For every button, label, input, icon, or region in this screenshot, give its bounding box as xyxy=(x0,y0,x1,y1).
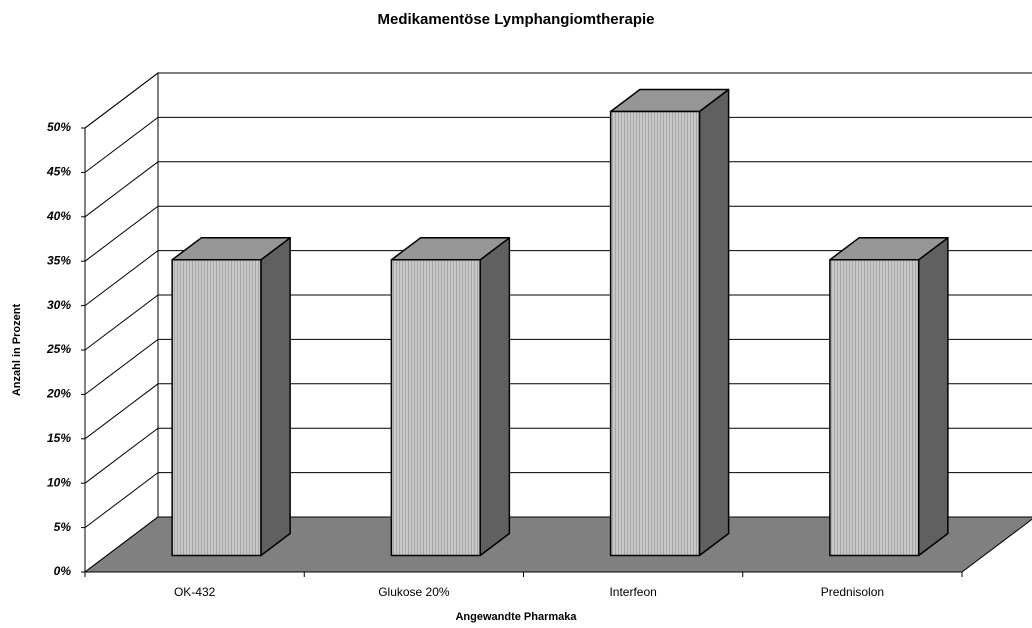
y-tick-label: 5% xyxy=(54,520,72,534)
x-tick-label: Prednisolon xyxy=(821,585,884,599)
grid-line xyxy=(84,72,1032,129)
bar-side xyxy=(260,237,291,557)
bar xyxy=(171,259,262,557)
grid-line xyxy=(84,427,1032,484)
y-tick-label: 15% xyxy=(47,431,71,445)
grid-line xyxy=(84,250,1032,306)
x-axis-label: Angewandte Pharmaka xyxy=(455,611,577,623)
y-tick-label: 35% xyxy=(47,253,71,267)
x-tick-label: Interfeon xyxy=(609,585,656,599)
grid-line xyxy=(84,383,1032,440)
y-tick-label: 40% xyxy=(46,209,71,223)
grid-line xyxy=(84,116,1032,173)
x-tick-label: OK-432 xyxy=(174,585,216,599)
y-tick-label: 30% xyxy=(47,298,71,312)
y-tick-label: 50% xyxy=(47,120,71,134)
bar xyxy=(390,259,481,557)
y-tick-label: 0% xyxy=(54,564,72,578)
bar-side xyxy=(917,237,949,557)
y-tick-label: 25% xyxy=(46,342,71,356)
y-axis-label: Anzahl in Prozent xyxy=(11,304,23,397)
grid-line xyxy=(84,205,1032,262)
grid-line xyxy=(84,338,1032,395)
bar xyxy=(829,259,920,557)
y-tick-label: 10% xyxy=(47,475,71,489)
x-tick-label: Glukose 20% xyxy=(378,585,450,599)
bar-side xyxy=(479,237,511,557)
y-tick-label: 45% xyxy=(46,165,71,179)
grid-line xyxy=(84,294,1032,351)
grid-line xyxy=(84,161,1032,218)
y-tick-label: 20% xyxy=(46,387,71,401)
grid-line xyxy=(84,472,1032,528)
bar-side xyxy=(698,88,730,557)
bar xyxy=(609,110,701,557)
chart-title: Medikamentöse Lymphangiomtherapie xyxy=(377,11,654,28)
